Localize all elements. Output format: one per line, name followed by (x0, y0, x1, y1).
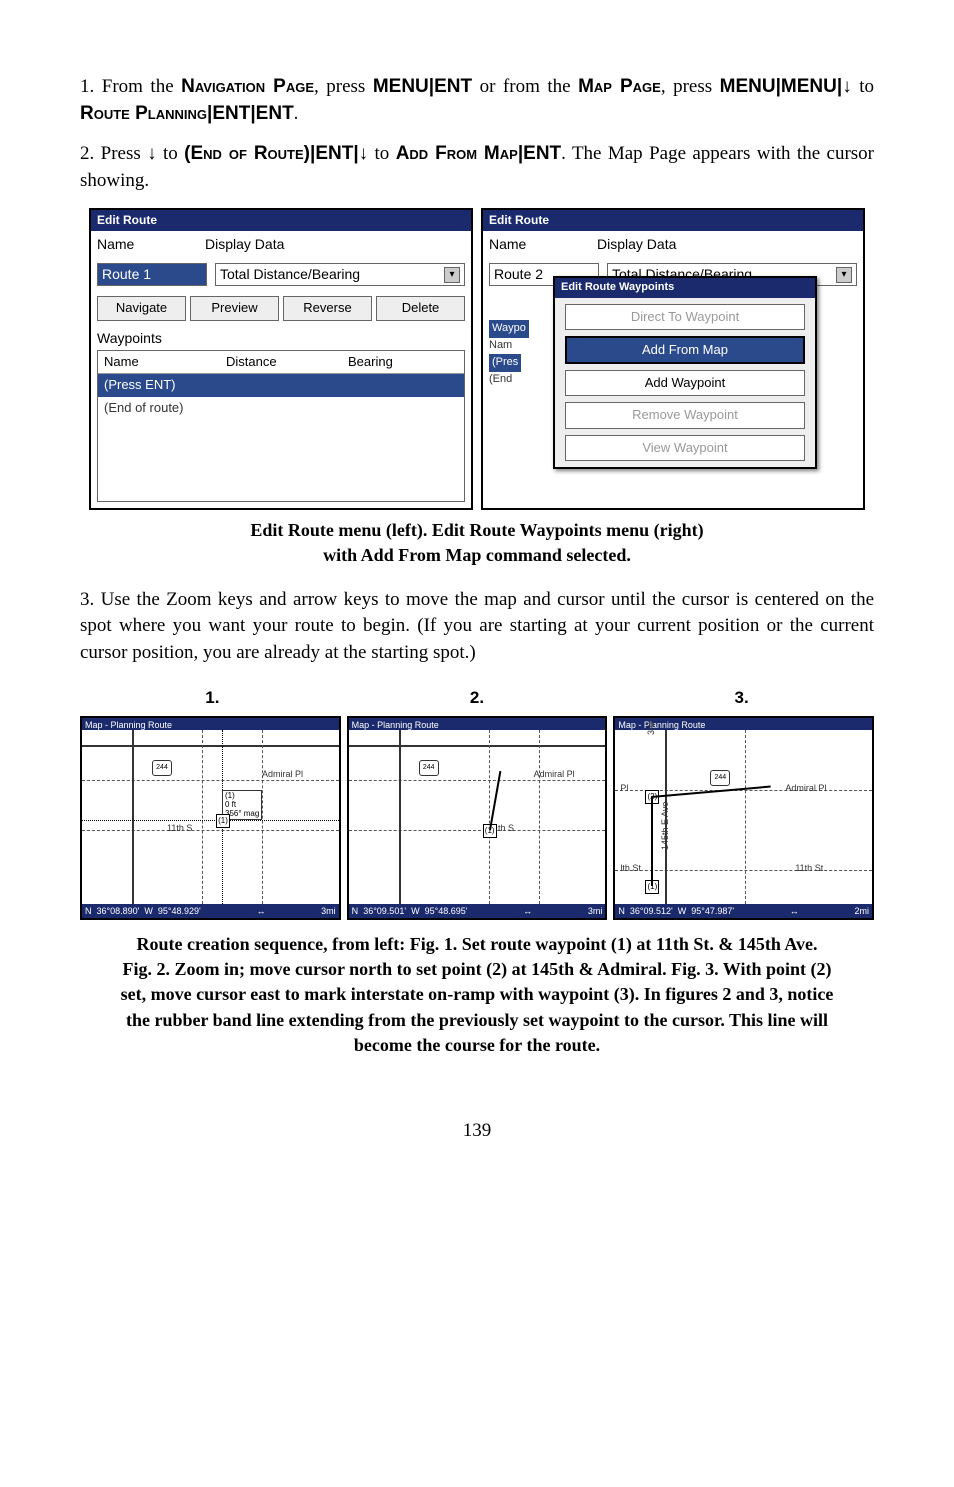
menu: MENU (373, 76, 429, 97)
text: , press (314, 76, 373, 97)
caption-2: Route creation sequence, from left: Fig.… (120, 932, 834, 1058)
lth-label: lth St (620, 862, 641, 875)
ent: ENT (434, 76, 472, 97)
delete-button[interactable]: Delete (376, 296, 465, 320)
col-bearing: Bearing (342, 351, 464, 373)
text: , press (661, 76, 720, 97)
col-distance: Distance (220, 351, 342, 373)
third-st-label: 3rd St (645, 716, 658, 735)
behind-waypo: Waypo (489, 320, 529, 337)
ave145-label: 145th E Ave (659, 802, 672, 850)
behind-pres: (Pres (489, 354, 521, 371)
add-from-map: Add From Map (396, 143, 518, 164)
remove-waypoint-button[interactable]: Remove Waypoint (565, 402, 805, 428)
step-1: 1. From the Navigation Page, press MENU|… (80, 74, 874, 127)
direct-to-waypoint-button[interactable]: Direct To Waypoint (565, 304, 805, 330)
maps-row: Map - Planning Route .cursor-cross::befo… (80, 716, 874, 920)
map-page: Map Page (578, 76, 661, 97)
end-of-route: (End of Route) (184, 143, 310, 164)
list-item-press-ent[interactable]: (Press ENT) (98, 374, 464, 396)
menu: MENU (781, 76, 837, 97)
pan-icon: ↔ (523, 905, 532, 918)
pan-icon: ↔ (256, 905, 265, 918)
end: . (294, 103, 299, 124)
pl-label: Pl (620, 782, 628, 795)
map-body[interactable]: Admiral Pl 11th S 244 (1) (349, 730, 606, 904)
map-body[interactable]: .cursor-cross::before{top:var(--cy)} .cu… (82, 730, 339, 904)
behind-nam: Nam (489, 338, 512, 353)
name-input[interactable]: Route 1 (97, 263, 207, 287)
dropdown-value: Total Distance/Bearing (220, 265, 360, 285)
edit-route-waypoints-popup: Edit Route Waypoints Direct To Waypoint … (553, 276, 817, 468)
page-number: 139 (80, 1118, 874, 1145)
eleventh-label: 11th S (167, 822, 192, 835)
admiral-label: Admiral Pl (262, 768, 303, 781)
reverse-button[interactable]: Reverse (283, 296, 372, 320)
display-data-dropdown[interactable]: Total Distance/Bearing ▾ (215, 263, 465, 287)
route-planning: Route Planning (80, 103, 207, 124)
admiral-label: Admiral Pl (534, 768, 575, 781)
display-data-label: Display Data (205, 235, 305, 255)
map-label-1: 1. (205, 686, 219, 710)
down: ↓ (842, 76, 852, 97)
map-label-2: 2. (470, 686, 484, 710)
down: ↓ (359, 143, 369, 164)
edit-route-figures: Edit Route Name Display Data Route 1 Tot… (80, 208, 874, 510)
text: 2. Press (80, 143, 147, 164)
eleventh-label: 11th St (795, 862, 823, 875)
map-1: Map - Planning Route .cursor-cross::befo… (80, 716, 341, 920)
preview-button[interactable]: Preview (190, 296, 279, 320)
navigate-button[interactable]: Navigate (97, 296, 186, 320)
ent: ENT (256, 103, 294, 124)
add-from-map-button[interactable]: Add From Map (565, 336, 805, 364)
ent: ENT (212, 103, 250, 124)
list-item-end[interactable]: (End of route) (98, 397, 464, 419)
name-label: Name (489, 235, 589, 255)
edit-route-left: Edit Route Name Display Data Route 1 Tot… (89, 208, 473, 510)
col-name: Name (98, 351, 220, 373)
to: to (368, 143, 396, 164)
view-waypoint-button[interactable]: View Waypoint (565, 435, 805, 461)
map-footer: N 36°09.501' W 95°48.695' ↔ 3mi (349, 904, 606, 918)
map-3: Map - Planning Route 3rd St Admiral Pl 1… (613, 716, 874, 920)
map-label-3: 3. (735, 686, 749, 710)
map-body[interactable]: 3rd St Admiral Pl 11th St 145th E Ave Pl… (615, 730, 872, 904)
caption-1: Edit Route menu (left). Edit Route Waypo… (120, 518, 834, 568)
titlebar: Edit Route (483, 210, 863, 231)
step-3: 3. Use the Zoom keys and arrow keys to m… (80, 587, 874, 667)
route-shield: 244 (152, 760, 172, 776)
nav-page: Navigation Page (181, 76, 314, 97)
to: to (157, 143, 185, 164)
map-footer: N 36°09.512' W 95°47.987' ↔ 2mi (615, 904, 872, 918)
titlebar: Edit Route (91, 210, 471, 231)
map-footer: N 36°08.890' W 95°48.929' ↔ 3mi (82, 904, 339, 918)
to: to (852, 76, 874, 97)
map-labels: 1. 2. 3. (80, 686, 874, 710)
popup-titlebar: Edit Route Waypoints (555, 278, 815, 297)
admiral-label: Admiral Pl (785, 782, 826, 795)
text: or from the (480, 76, 578, 97)
name-label: Name (97, 235, 197, 255)
route-shield: 244 (419, 760, 439, 776)
waypoints-list: Name Distance Bearing (Press ENT) (End o… (97, 350, 465, 502)
chevron-down-icon: ▾ (836, 267, 852, 283)
map-2: Map - Planning Route Admiral Pl 11th S 2… (347, 716, 608, 920)
rubber-band-seg1 (651, 796, 653, 886)
text: 1. From the (80, 76, 181, 97)
behind-end: (End (489, 372, 512, 387)
display-data-label: Display Data (597, 235, 697, 255)
step-2: 2. Press ↓ to (End of Route)|ENT|↓ to Ad… (80, 141, 874, 194)
ent: ENT (523, 143, 561, 164)
waypoints-label: Waypoints (91, 327, 471, 351)
route-shield: 244 (710, 770, 730, 786)
menu: MENU (720, 76, 776, 97)
waypoint-1-marker: (1) (216, 814, 230, 828)
pan-icon: ↔ (790, 905, 799, 918)
edit-route-right: Edit Route Name Display Data Route 2 Tot… (481, 208, 865, 510)
ent: ENT (315, 143, 353, 164)
add-waypoint-button[interactable]: Add Waypoint (565, 370, 805, 396)
chevron-down-icon: ▾ (444, 267, 460, 283)
down: ↓ (147, 143, 157, 164)
